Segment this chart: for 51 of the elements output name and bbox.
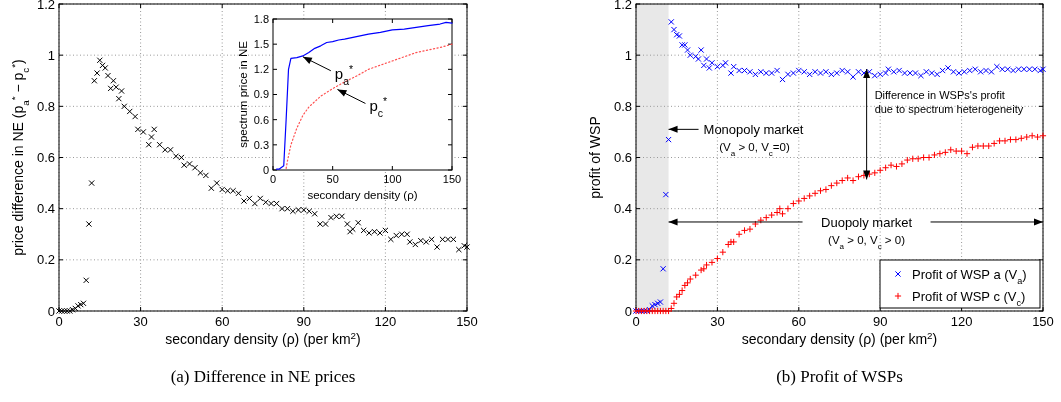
annotation: Difference in WSPs's profit due to spectrum heterogeneity	[874, 89, 1024, 116]
y-tick-label: 1.5	[253, 38, 269, 51]
annotation: Monopoly market	[703, 122, 804, 138]
y-tick-label: 1	[47, 47, 55, 63]
y-tick-label: 1.2	[36, 0, 55, 12]
y-tick-label: 0.6	[613, 150, 632, 166]
x-tick-label: 150	[1032, 314, 1054, 329]
legend-label: Profit of WSP c (V$_{c}$)	[912, 289, 1026, 308]
x-tick-label: 0	[269, 173, 277, 185]
annotation: (V$_{a}$ > 0, V$_{c}$ > 0)	[828, 233, 906, 251]
y-tick-label: 1	[624, 47, 632, 63]
y-tick-label: 0.6	[253, 113, 269, 126]
x-tick-label: 120	[374, 314, 397, 329]
y-axis-title: profit of WSP	[587, 116, 603, 199]
x-axis-title: secondary density (ρ)	[307, 188, 418, 201]
y-tick-label: 1.8	[253, 12, 269, 25]
y-tick-label: 0.2	[36, 252, 55, 268]
x-tick-label: 30	[133, 314, 148, 329]
x-tick-label: 90	[296, 314, 312, 329]
y-tick-label: 0.4	[36, 201, 55, 217]
x-tick-label: 30	[710, 314, 725, 329]
text: (a) Difference in NE prices	[170, 367, 356, 386]
y-tick-label: 0.3	[253, 138, 269, 151]
annotation: (V$_{a}$ > 0, V$_{c}$=0)	[719, 141, 790, 158]
y-tick-label: 0.9	[253, 88, 269, 101]
x-axis-title: secondary density (ρ) (per km$^{2}$)	[165, 329, 361, 347]
y-tick-label: 0	[47, 303, 55, 319]
x-tick-label: 150	[442, 173, 462, 185]
y-tick-label: 1.2	[253, 63, 269, 76]
x-tick-label: 100	[383, 173, 402, 185]
y-axis-title: spectrum price in NE	[237, 40, 249, 148]
text: (b) Profit of WSPs	[776, 367, 903, 386]
y-tick-label: 0.8	[613, 98, 632, 114]
x-axis-title: secondary density (ρ) (per km$^{2}$)	[741, 329, 938, 347]
y-tick-label: 0.6	[36, 150, 55, 166]
line-series	[285, 43, 453, 169]
line-series	[275, 21, 453, 170]
x-tick-label: 50	[326, 173, 339, 185]
x-tick-label: 120	[950, 314, 973, 329]
x-tick-label: 150	[456, 314, 478, 329]
y-tick-label: 0	[262, 163, 269, 176]
y-tick-label: 1.2	[613, 0, 632, 12]
annotation: Duopoly market	[821, 214, 913, 230]
y-tick-label: 0	[624, 303, 632, 319]
legend-label: Profit of WSP a (V$_{a}$)	[912, 267, 1027, 286]
x-tick-label: 90	[872, 314, 888, 329]
y-tick-label: 0.2	[613, 252, 632, 268]
y-tick-label: 0.4	[613, 201, 632, 217]
y-tick-label: 0.8	[36, 98, 55, 114]
x-tick-label: 60	[791, 314, 807, 329]
x-tick-label: 60	[214, 314, 230, 329]
